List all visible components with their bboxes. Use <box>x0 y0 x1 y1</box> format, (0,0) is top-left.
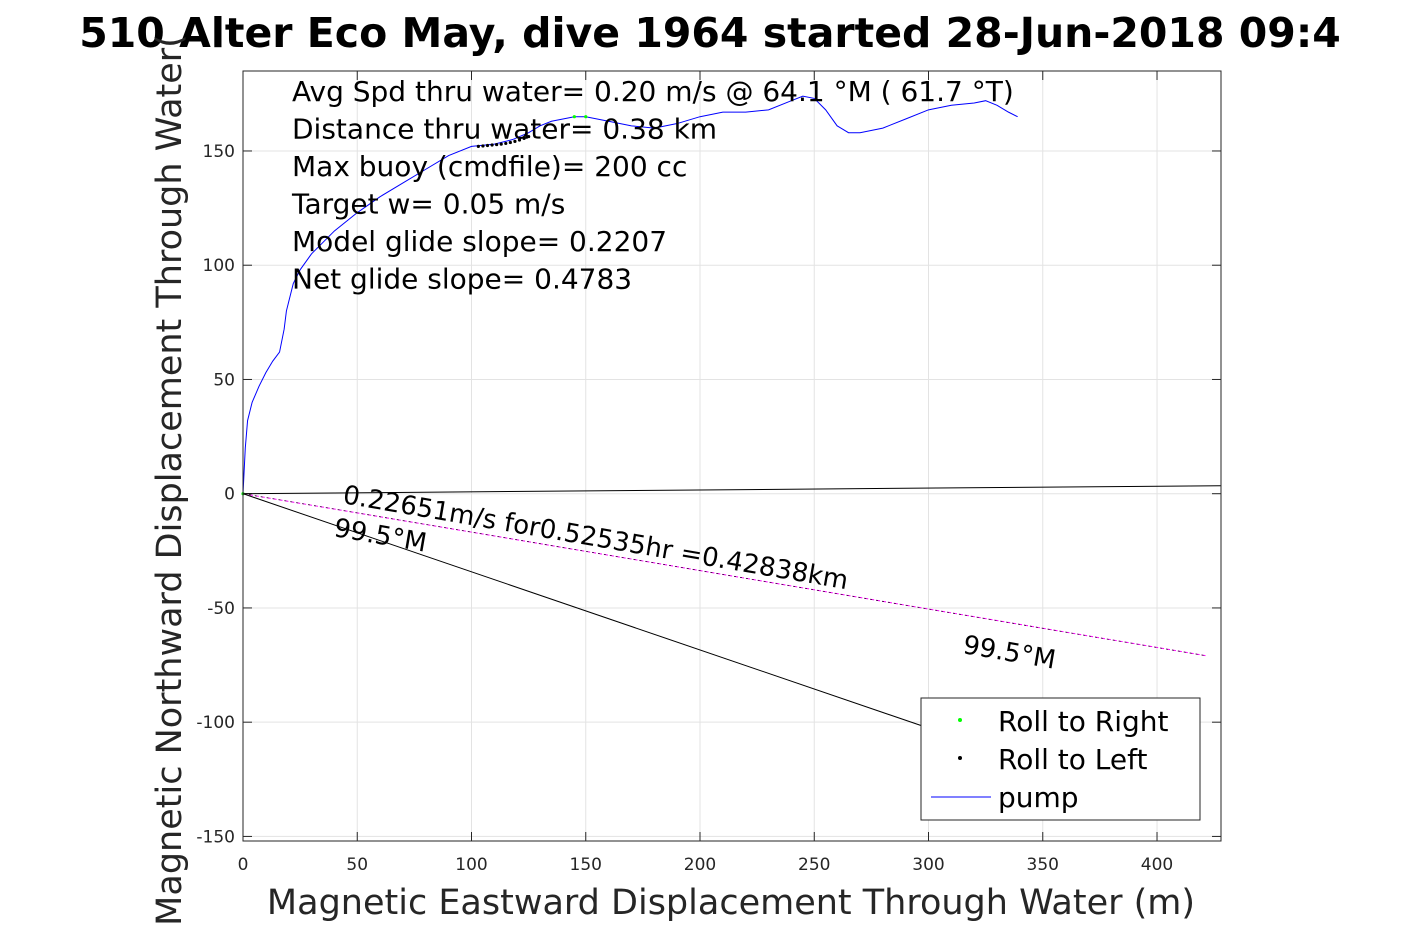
roll-left-point <box>495 142 499 147</box>
x-tick-label: 250 <box>798 855 830 875</box>
legend-label-roll-left: Roll to Left <box>998 743 1147 776</box>
x-tick-label: 400 <box>1141 855 1173 875</box>
legend-box <box>920 697 1201 821</box>
current-vector-overlay <box>242 493 1208 657</box>
y-tick-label: -50 <box>207 599 235 619</box>
legend-marker-roll-right <box>958 718 962 722</box>
reference-line-5 <box>242 485 1222 495</box>
legend-label-pump: pump <box>998 781 1079 814</box>
roll-left-point <box>517 138 522 142</box>
legend-label-roll-right: Roll to Right <box>998 705 1169 738</box>
roll-left-point <box>527 134 531 139</box>
x-tick-label: 150 <box>570 855 602 875</box>
x-tick-label: 200 <box>684 855 716 875</box>
roll-left-point <box>513 139 517 143</box>
roll-right-point <box>584 115 588 119</box>
y-tick-label: -100 <box>196 713 235 733</box>
y-axis-label: Magnetic Northward Displacement Through … <box>150 34 190 926</box>
roll-left-point <box>504 141 508 146</box>
x-tick-label: 100 <box>455 855 487 875</box>
legend: Roll to Right Roll to Left pump <box>920 697 1201 821</box>
info-line: Avg Spd thru water= 0.20 m/s @ 64.1 °M (… <box>292 75 1014 108</box>
info-text-block: Avg Spd thru water= 0.20 m/s @ 64.1 °M (… <box>291 75 1014 296</box>
roll-left-point <box>499 142 503 146</box>
chart-title: 510 Alter Eco May, dive 1964 started 28-… <box>79 9 1341 57</box>
x-tick-label: 50 <box>346 855 368 875</box>
roll-left-point <box>481 144 485 148</box>
axes-box <box>242 70 1222 842</box>
y-tick-label: 150 <box>203 142 235 162</box>
info-line: Model glide slope= 0.2207 <box>292 225 667 258</box>
info-line: Target w= 0.05 m/s <box>291 188 565 221</box>
series-layer <box>241 95 1222 737</box>
roll-left-point <box>476 144 480 149</box>
roll-left-point <box>490 143 494 147</box>
y-tick-label: 100 <box>203 256 235 276</box>
roll-left-point <box>485 143 490 148</box>
y-tick-label: 0 <box>224 485 235 505</box>
y-tick-label: 50 <box>213 370 235 390</box>
roll-left-point <box>508 140 512 145</box>
x-tick-label: 0 <box>238 855 249 875</box>
x-tick-label: 350 <box>1027 855 1059 875</box>
roll-left-point <box>522 136 526 141</box>
roll-right-point <box>572 115 576 119</box>
info-line: Distance thru water= 0.38 km <box>292 113 717 146</box>
pump-track-line <box>242 95 1018 494</box>
legend-marker-roll-left <box>958 756 962 760</box>
reference-line-4 <box>242 493 952 737</box>
y-tick-label: -150 <box>196 827 235 847</box>
info-line: Max buoy (cmdfile)= 200 cc <box>292 150 687 183</box>
info-line: Net glide slope= 0.4783 <box>292 263 632 296</box>
x-axis-label: Magnetic Eastward Displacement Through W… <box>267 883 1195 923</box>
x-tick-label: 300 <box>912 855 944 875</box>
